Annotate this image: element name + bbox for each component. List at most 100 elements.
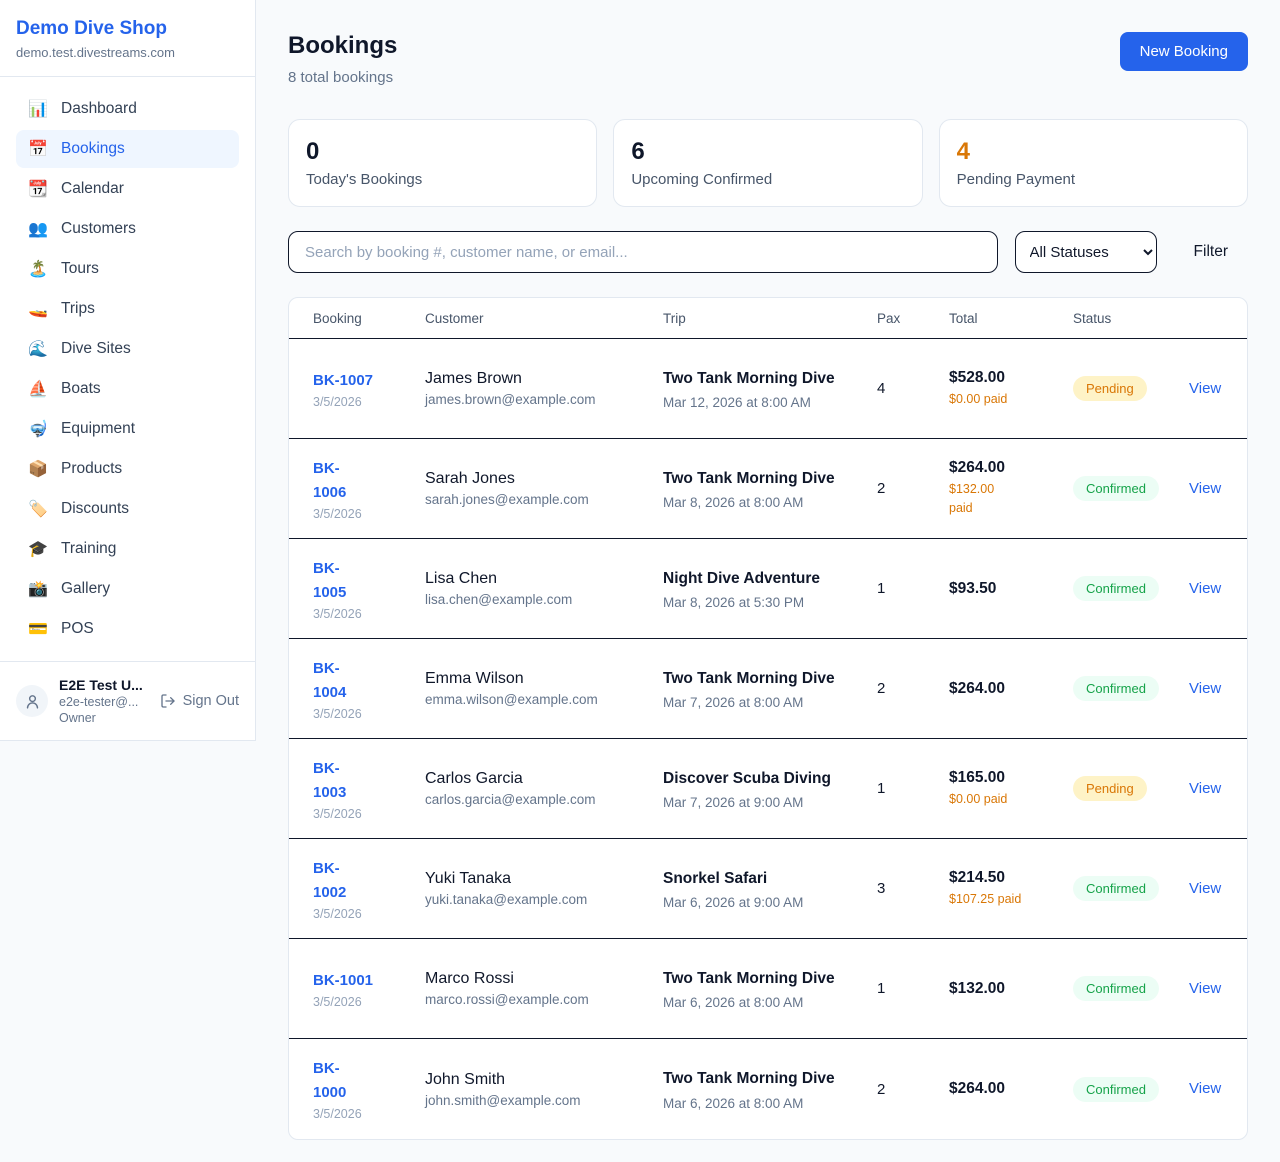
sidebar-item-label: Calendar <box>61 180 124 197</box>
camera-icon: 📸 <box>28 581 48 598</box>
trip-name: Two Tank Morning Dive <box>663 669 835 687</box>
customer-email: james.brown@example.com <box>425 392 596 407</box>
sidebar-item-bookings[interactable]: 📅 Bookings <box>16 130 239 168</box>
stat-card: 0 Today's Bookings <box>288 119 598 207</box>
total-amount: $264.00 <box>949 459 1006 477</box>
speedboat-icon: 🚤 <box>28 301 48 318</box>
booking-id-link[interactable]: BK- 1006 <box>313 459 347 501</box>
view-link[interactable]: View <box>1189 1080 1222 1097</box>
filter-button[interactable]: Filter <box>1174 243 1248 261</box>
customer-email: marco.rossi@example.com <box>425 992 589 1007</box>
tag-icon: 🏷️ <box>28 501 48 518</box>
toolbar: All Statuses Filter <box>288 231 1248 273</box>
paid-amount: $0.00 paid <box>949 791 1008 806</box>
sidebar-item-gallery[interactable]: 📸 Gallery <box>16 570 239 608</box>
sidebar-item-equipment[interactable]: 🤿 Equipment <box>16 410 239 448</box>
bookings-table: Booking Customer Trip Pax Total Status B… <box>288 297 1248 1140</box>
new-booking-button[interactable]: New Booking <box>1119 32 1248 71</box>
booking-id-link[interactable]: BK- 1005 <box>313 559 347 601</box>
table-row: BK- 1000 3/5/2026 John Smith john.smith@e… <box>289 1039 1247 1139</box>
user-email: e2e-tester@... <box>59 695 139 709</box>
sidebar-item-products[interactable]: 📦 Products <box>16 450 239 488</box>
total-amount: $214.50 <box>949 868 1006 886</box>
sidebar-nav: 📊 Dashboard 📅 Bookings 📆 Calendar 👥 Cust… <box>0 77 255 661</box>
tear-off-calendar-icon: 📆 <box>28 181 48 198</box>
status-badge: Confirmed <box>1073 1076 1159 1102</box>
trip-time: Mar 6, 2026 at 8:00 AM <box>663 995 804 1010</box>
customer-name: Marco Rossi <box>425 970 514 987</box>
paid-amount: $132.00 paid <box>949 482 995 515</box>
sidebar-item-boats[interactable]: ⛵ Boats <box>16 370 239 408</box>
trip-name: Snorkel Safari <box>663 869 768 887</box>
customer-name: Emma Wilson <box>425 670 524 687</box>
view-link[interactable]: View <box>1189 379 1222 397</box>
sidebar: Demo Dive Shop demo.test.divestreams.com… <box>0 0 256 741</box>
shop-title: Demo Dive Shop <box>16 18 167 39</box>
total-amount: $165.00 <box>949 768 1006 786</box>
status-badge: Pending <box>1073 376 1147 401</box>
pax-count: 1 <box>877 780 886 797</box>
paid-amount: $0.00 paid <box>949 391 1008 406</box>
island-icon: 🏝️ <box>28 261 48 278</box>
booking-date: 3/5/2026 <box>313 994 362 1009</box>
status-badge: Pending <box>1073 776 1147 801</box>
table-row: BK-1007 3/5/2026 James Brown james.brown… <box>289 339 1247 439</box>
trip-time: Mar 6, 2026 at 8:00 AM <box>663 1095 804 1111</box>
wave-icon: 🌊 <box>28 341 48 358</box>
booking-id-link[interactable]: BK- 1003 <box>313 759 347 801</box>
booking-date: 3/5/2026 <box>313 906 362 921</box>
sidebar-item-dashboard[interactable]: 📊 Dashboard <box>16 90 239 128</box>
main-content: Bookings 8 total bookings New Booking 0 … <box>256 0 1280 1162</box>
booking-date: 3/5/2026 <box>313 506 362 521</box>
booking-date: 3/5/2026 <box>313 606 362 621</box>
user-name: E2E Test U... <box>59 677 143 693</box>
booking-id-link[interactable]: BK-1001 <box>313 971 374 989</box>
status-badge: Confirmed <box>1073 576 1159 601</box>
table-row: BK- 1002 3/5/2026 Yuki Tanaka yuki.tanaka… <box>289 839 1247 939</box>
customer-email: yuki.tanaka@example.com <box>425 892 588 907</box>
customer-email: carlos.garcia@example.com <box>425 792 596 807</box>
trip-time: Mar 8, 2026 at 8:00 AM <box>663 495 804 510</box>
search-input[interactable] <box>288 231 998 273</box>
pax-count: 2 <box>877 1080 886 1098</box>
status-badge: Confirmed <box>1073 476 1159 501</box>
view-link[interactable]: View <box>1189 879 1222 897</box>
customer-name: Sarah Jones <box>425 470 515 487</box>
view-link[interactable]: View <box>1189 679 1222 697</box>
sign-out-button[interactable]: Sign Out <box>160 693 239 709</box>
sidebar-item-tours[interactable]: 🏝️ Tours <box>16 250 239 288</box>
booking-date: 3/5/2026 <box>313 706 362 721</box>
sidebar-header: Demo Dive Shop demo.test.divestreams.com <box>0 0 255 77</box>
booking-id-link[interactable]: BK- 1004 <box>313 659 347 701</box>
trip-name: Two Tank Morning Dive <box>663 469 835 487</box>
sidebar-item-calendar[interactable]: 📆 Calendar <box>16 170 239 208</box>
view-link[interactable]: View <box>1189 779 1222 797</box>
sidebar-item-customers[interactable]: 👥 Customers <box>16 210 239 248</box>
user-info: E2E Test U... e2e-tester@... Owner <box>59 677 149 725</box>
trip-name: Two Tank Morning Dive <box>663 369 835 387</box>
view-link[interactable]: View <box>1189 579 1222 597</box>
sidebar-item-label: Gallery <box>61 580 111 597</box>
sidebar-item-training[interactable]: 🎓 Training <box>16 530 239 568</box>
sidebar-item-discounts[interactable]: 🏷️ Discounts <box>16 490 239 528</box>
table-header-row: Booking Customer Trip Pax Total Status <box>289 298 1247 339</box>
sidebar-item-label: Training <box>61 540 117 557</box>
sidebar-item-trips[interactable]: 🚤 Trips <box>16 290 239 328</box>
booking-id-link[interactable]: BK- 1002 <box>313 859 347 901</box>
booking-id-link[interactable]: BK- 1000 <box>313 1060 347 1101</box>
status-badge: Confirmed <box>1073 976 1159 1001</box>
column-header-total: Total <box>949 310 978 326</box>
status-badge: Confirmed <box>1073 676 1159 701</box>
customer-email: sarah.jones@example.com <box>425 492 589 507</box>
sign-out-label: Sign Out <box>182 693 239 709</box>
sailboat-icon: ⛵ <box>28 381 48 398</box>
view-link[interactable]: View <box>1189 979 1222 997</box>
trip-name: Two Tank Morning Dive <box>663 1070 835 1088</box>
pax-count: 2 <box>877 480 886 497</box>
view-link[interactable]: View <box>1189 479 1222 497</box>
sidebar-item-dive-sites[interactable]: 🌊 Dive Sites <box>16 330 239 368</box>
status-filter-select[interactable]: All Statuses <box>1014 231 1157 273</box>
booking-id-link[interactable]: BK-1007 <box>313 371 374 389</box>
sidebar-item-pos[interactable]: 💳 POS <box>16 610 239 648</box>
table-body: BK-1007 3/5/2026 James Brown james.brown… <box>289 339 1247 1139</box>
